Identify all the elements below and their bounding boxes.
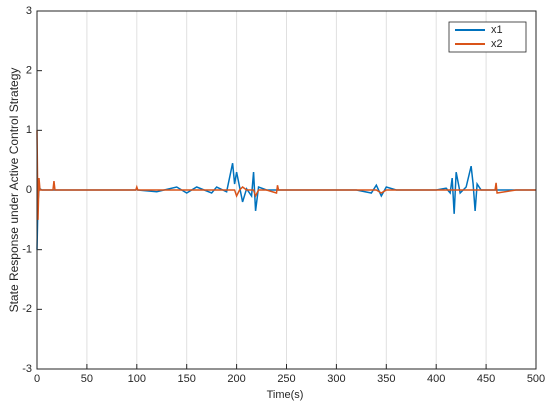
x-tick-label: 450: [477, 373, 495, 385]
x-tick-label: 300: [327, 373, 345, 385]
line-series: [36, 130, 536, 220]
x-tick-label: 200: [227, 373, 245, 385]
x-tick-label: 500: [527, 373, 545, 385]
x-tick-label: 150: [178, 373, 196, 385]
y-axis-label: State Response under Active Control Stra…: [7, 68, 21, 313]
x-axis-label: Time(s): [267, 389, 304, 401]
x-tick-label: 50: [81, 373, 93, 385]
y-tick-label: 3: [26, 5, 32, 17]
x-tick-label: 250: [277, 373, 295, 385]
y-tick-label: 0: [26, 184, 32, 196]
x-tick-label: 0: [34, 373, 40, 385]
legend-box: [448, 21, 527, 53]
y-tick-label: 1: [26, 124, 32, 136]
y-tick-label: 2: [26, 65, 32, 77]
y-tick-label: -1: [22, 244, 32, 256]
x-tick-label: 100: [128, 373, 146, 385]
x-tick-label: 400: [427, 373, 445, 385]
y-tick-label: -3: [22, 363, 32, 375]
legend-label: x1: [491, 24, 503, 36]
y-tick-label: -2: [22, 303, 32, 315]
x-tick-label: 350: [377, 373, 395, 385]
legend-label: x2: [491, 38, 503, 50]
plot-frame: [36, 10, 537, 370]
